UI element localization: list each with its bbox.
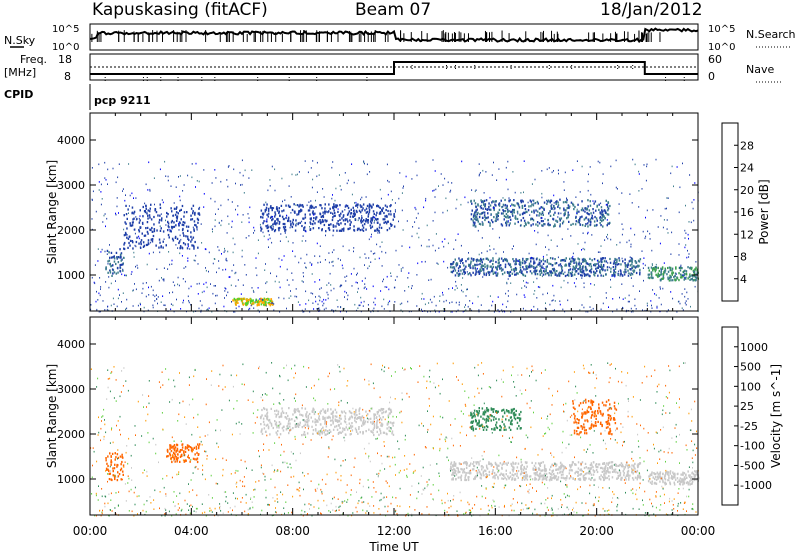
x-tick-label: 08:00	[275, 524, 310, 538]
y-tick-label: 1000	[57, 269, 85, 282]
velocity-colorbar-tick-label: -1000	[740, 479, 772, 492]
velocity-colorbar-frame	[721, 326, 739, 506]
noise-sky-line	[89, 27, 699, 43]
x-tick-label: 16:00	[478, 524, 513, 538]
freq-right-tick-top: 60	[708, 53, 722, 66]
velocity-colorbar-tick-label: 1000	[740, 341, 768, 354]
echo-region-G	[647, 470, 700, 486]
scatter-echoes	[90, 158, 699, 313]
x-tick-label: 12:00	[377, 524, 412, 538]
x-tick-label: 00:00	[681, 524, 716, 538]
y-tick-label: 1000	[57, 473, 85, 486]
echo-region-G	[647, 266, 699, 282]
echo-region-A	[105, 452, 125, 482]
echo-region-D	[232, 297, 274, 307]
echo-region-A	[105, 248, 125, 277]
noise-right-tick-bottom: 10^0	[708, 42, 735, 53]
velocity-panel-frame	[89, 316, 699, 516]
y-tick-label: 2000	[57, 428, 85, 441]
y-tick-label: 2000	[57, 224, 85, 237]
velocity-colorbar-tick-label: -500	[740, 459, 765, 472]
noise-trace	[89, 27, 699, 43]
freq-left-tick-top: 18	[58, 53, 72, 66]
beam-title: Beam 07	[355, 0, 432, 20]
station-title: Kapuskasing (fitACF)	[92, 0, 268, 20]
date-title: 18/Jan/2012	[600, 0, 703, 20]
noise-left-tick-top: 10^5	[52, 24, 79, 35]
power-colorbar-tick-label: 4	[740, 273, 747, 286]
nave-label: Nave	[746, 63, 774, 76]
x-tick-label: 20:00	[579, 524, 614, 538]
y-tick-label: 3000	[57, 179, 85, 192]
velocity-colorbar-tick-label: 500	[740, 361, 761, 374]
time-axis-ticks: 00:00 04:00 08:00 12:00 16:00 20:00 00:00	[73, 524, 716, 538]
power-colorbar-tick-label: 24	[740, 162, 754, 175]
echo-region-F	[470, 407, 522, 432]
noise-right-label: N.Search	[746, 28, 796, 41]
echo-region-E	[449, 461, 642, 482]
noise-left-tick-bottom: 10^0	[52, 42, 79, 53]
noise-right-tick-top: 10^5	[708, 24, 735, 35]
velocity-colorbar-tick-label: -100	[740, 440, 765, 453]
y-tick-label: 3000	[57, 383, 85, 396]
power-colorbar-label: Power [dB]	[757, 179, 771, 244]
echo-region-C	[260, 203, 396, 233]
freq-left-tick-bottom: 8	[64, 70, 71, 83]
velocity-colorbar-tick-label: -25	[740, 420, 758, 433]
velocity-colorbar-label: Velocity [m s^-1]	[769, 364, 783, 468]
freq-right-tick-bottom: 0	[708, 70, 715, 83]
power-colorbar: 4 8 12 16 20 24 28	[721, 122, 754, 302]
power-colorbar-tick-label: 20	[740, 184, 754, 197]
power-colorbar-tick-label: 16	[740, 206, 754, 219]
power-y-axis-label: Slant Range [km]	[45, 160, 59, 264]
noise-left-label: N.Sky	[4, 34, 36, 47]
velocity-axes: 1000 2000 3000 4000	[57, 317, 699, 515]
power-data-layer	[90, 158, 699, 313]
power-colorbar-tick-label: 8	[740, 251, 747, 264]
freq-line	[90, 61, 698, 75]
power-colorbar-tick-label: 28	[740, 139, 754, 152]
echo-region-E	[449, 257, 642, 278]
velocity-data-layer	[90, 362, 700, 517]
freq-left-label-2: [MHz]	[4, 66, 36, 79]
echo-region-B	[123, 203, 201, 251]
y-tick-label: 4000	[57, 134, 85, 147]
echo-region-H	[572, 398, 618, 436]
velocity-y-axis-label: Slant Range [km]	[45, 364, 59, 468]
scatter-echoes	[90, 362, 699, 517]
velocity-colorbar-tick-label: 25	[740, 400, 754, 413]
cpid-label: CPID	[4, 88, 33, 101]
x-tick-label: 00:00	[73, 524, 108, 538]
velocity-colorbar-tick-label: 100	[740, 380, 761, 393]
cpid-value: pcp 9211	[94, 94, 151, 107]
freq-trace	[90, 61, 698, 82]
x-tick-label: 04:00	[174, 524, 209, 538]
velocity-colorbar: -1000 -500 -100 -25 25 100 500 1000	[721, 326, 772, 506]
echo-region-C	[259, 407, 395, 437]
noise-panel-frame	[89, 23, 699, 51]
y-tick-label: 4000	[57, 338, 85, 351]
power-axes: 1000 2000 3000 4000	[57, 113, 699, 311]
power-colorbar-tick-label: 12	[740, 228, 754, 241]
x-axis-label: Time UT	[368, 540, 419, 554]
freq-left-label-1: Freq.	[20, 53, 47, 66]
echo-region-F	[470, 198, 611, 228]
